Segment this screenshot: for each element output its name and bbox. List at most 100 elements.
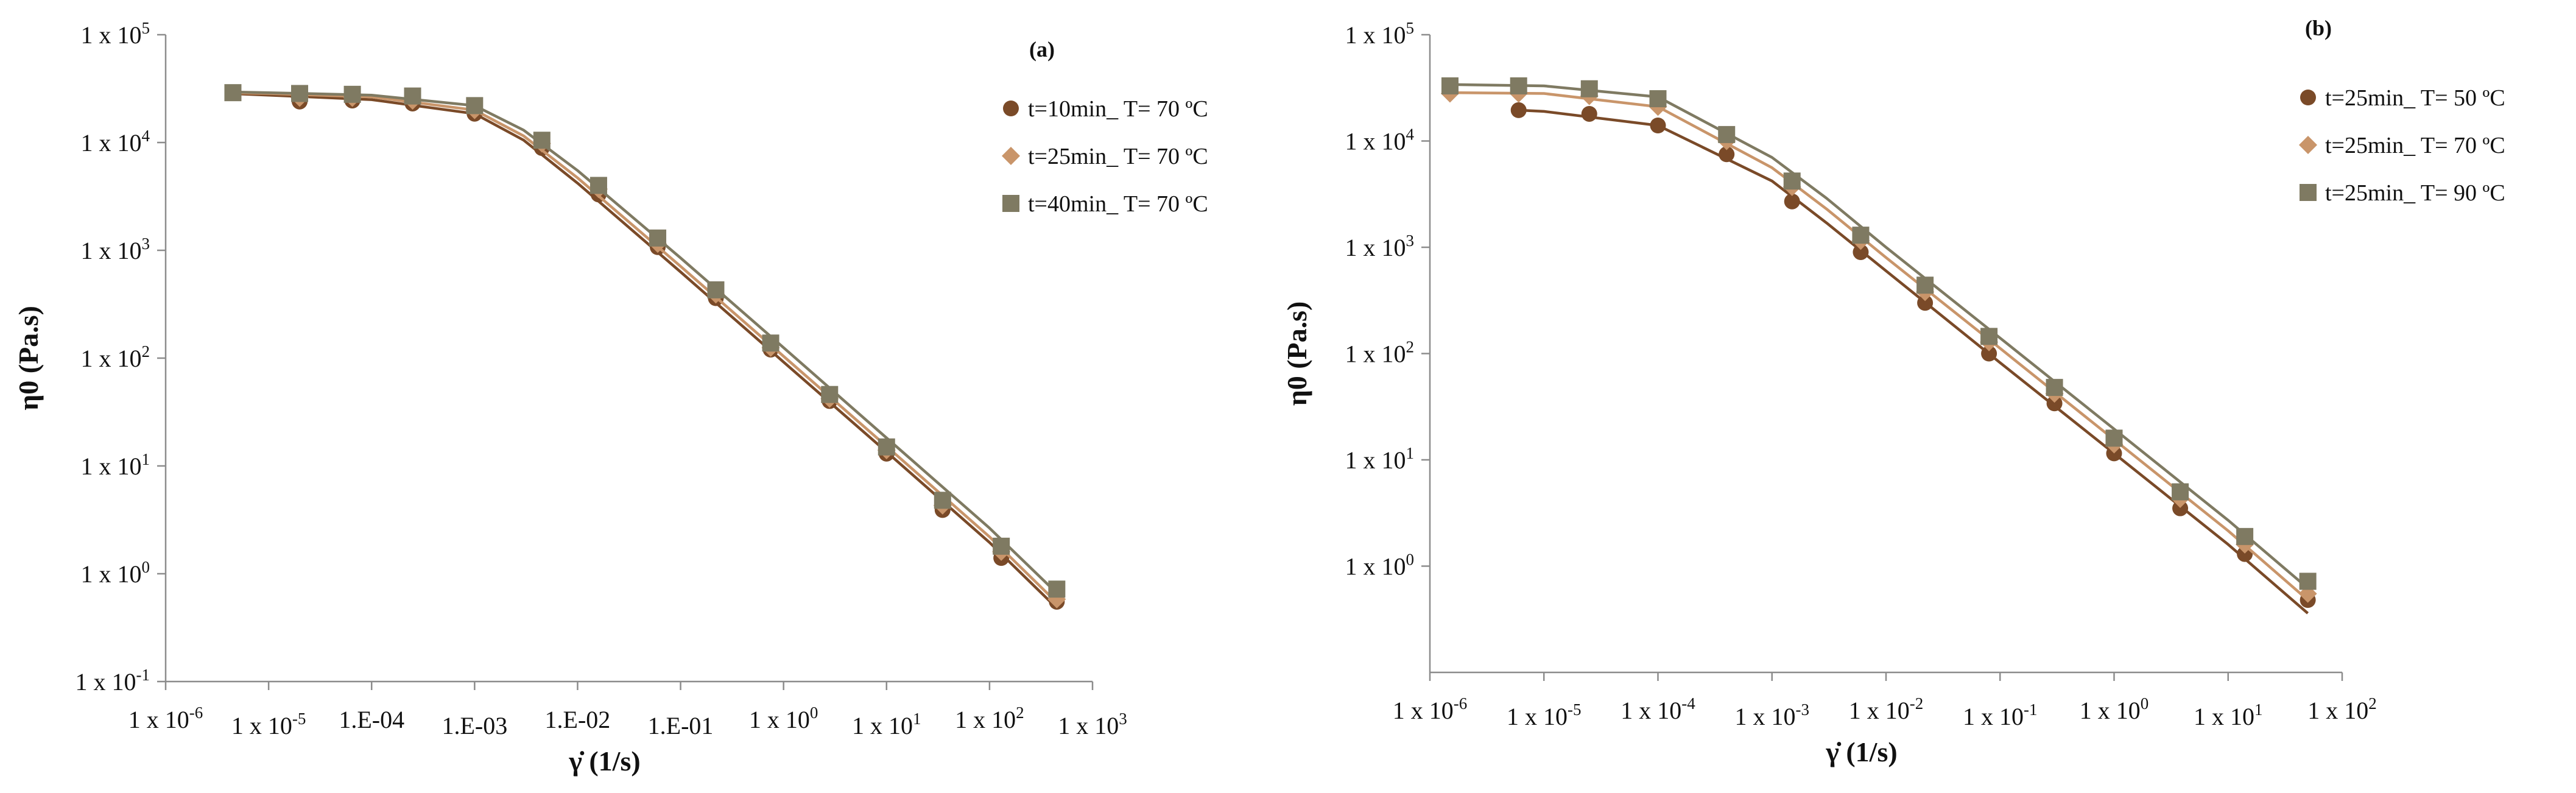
x-tick-label: 1 x 100 [2080, 694, 2149, 724]
x-tick-label: 1 x 101 [2194, 700, 2263, 730]
legend-label: t=25min_ T= 70 ºC [1028, 144, 1208, 169]
x-tick-label: 1 x 102 [955, 703, 1024, 733]
series-1 [227, 92, 1065, 610]
data-point [1441, 77, 1459, 95]
data-point [343, 85, 361, 103]
chart-panel-b: 1 x 10-6 1 x 10-5 1 x 10-4 1 x 10-3 1 x 10-2… [1281, 16, 2505, 767]
data-point [291, 85, 309, 102]
x-tick-label: 1 x 10-6 [1393, 694, 1468, 724]
data-point [466, 97, 484, 115]
x-tick-label: 1 x 10-1 [1963, 700, 2038, 730]
y-tick-label: 1 x 105 [1345, 19, 1415, 49]
y-tick-label: 1 x 101 [1345, 444, 1415, 474]
x-tick-label: 1.E-02 [545, 706, 611, 733]
data-point [1719, 146, 1735, 163]
legend: t=10min_ T= 70 ºC t=25min_ T= 70 ºC t=40mi… [1002, 96, 1208, 217]
series-1 [1510, 102, 2316, 615]
y-tick-label: 1 x 102 [81, 342, 150, 372]
data-point [1916, 277, 1934, 294]
data-point [1510, 102, 1527, 118]
data-point [649, 229, 667, 247]
x-tick-label: 1.E-01 [648, 712, 714, 739]
panel-label: (a) [1029, 37, 1055, 62]
data-point [1581, 105, 1597, 122]
data-point [1718, 125, 1736, 143]
fit-line [1449, 83, 2309, 590]
data-point [224, 84, 242, 102]
data-point [1784, 193, 1800, 210]
x-tick-label: 1 x 102 [2307, 694, 2377, 724]
y-tick-label: 1 x 103 [81, 234, 150, 264]
data-point [404, 87, 421, 105]
legend-label: t=10min_ T= 70 ºC [1028, 96, 1208, 122]
y-tick-label: 1 x 105 [81, 19, 150, 49]
fit-line [1518, 108, 2309, 615]
data-point [2046, 395, 2063, 412]
data-point [1649, 90, 1667, 108]
data-point [1852, 227, 1870, 244]
y-axis-title: η0 (Pa.s) [13, 306, 44, 411]
x-tick-label: 1.E-04 [339, 706, 404, 733]
x-tick-label: 1 x 10-2 [1849, 694, 1924, 724]
x-tick-label: 1 x 10-6 [128, 703, 203, 733]
data-point [2172, 500, 2189, 516]
data-point [1510, 77, 1527, 95]
legend-label: t=25min_ T= 50 ºC [2325, 85, 2505, 111]
data-point [1981, 345, 1997, 362]
data-point [533, 132, 551, 149]
data-point [1783, 172, 1801, 190]
legend-marker [1003, 100, 1019, 116]
legend-label: t=40min_ T= 70 ºC [1028, 191, 1208, 217]
y-tick-label: 1 x 10-1 [76, 666, 150, 696]
data-point [762, 334, 779, 352]
legend-marker [1002, 147, 1020, 165]
series-2 [1440, 84, 2317, 603]
x-tick-label: 1 x 100 [749, 703, 818, 733]
chart-panel-a: 1 x 10-6 1 x 10-5 1.E-04 1.E-03 1.E-02 1.E-01… [13, 19, 1208, 777]
panel-label: (b) [2305, 16, 2332, 40]
y-tick-label: 1 x 104 [81, 127, 150, 157]
x-tick-label: 1 x 10-5 [1507, 700, 1582, 730]
y-axis-title: η0 (Pa.s) [1281, 301, 1312, 406]
x-axis-title: γ̇ (1/s) [1825, 736, 1897, 767]
x-tick-label: 1 x 103 [1058, 710, 1127, 739]
legend: t=25min_ T= 50 ºC t=25min_ T= 70 ºC t=25mi… [2299, 85, 2505, 206]
legend-marker [2299, 136, 2317, 154]
data-point [2105, 429, 2123, 447]
data-point [589, 177, 607, 194]
data-point [1048, 580, 1066, 598]
series-3 [1441, 77, 2317, 590]
y-tick-label: 1 x 103 [1345, 231, 1415, 261]
legend-marker [1002, 195, 1019, 212]
data-point [2236, 527, 2254, 545]
x-axis-title: γ̇ (1/s) [568, 745, 640, 777]
y-tick-label: 1 x 104 [1345, 125, 1415, 155]
data-point [1980, 328, 1998, 345]
y-tick-label: 1 x 102 [1345, 338, 1415, 368]
data-point [878, 438, 895, 456]
x-tick-label: 1 x 10-3 [1735, 700, 1810, 730]
y-tick-label: 1 x 101 [81, 450, 150, 480]
x-tick-label: 1 x 10-5 [231, 710, 306, 739]
data-point [1853, 244, 1869, 260]
legend-marker [2300, 90, 2316, 105]
data-point [2172, 483, 2189, 501]
data-point [934, 492, 951, 509]
x-tick-label: 1 x 101 [852, 710, 921, 739]
data-point [821, 386, 839, 403]
data-point [1580, 80, 1598, 97]
series-3 [224, 84, 1066, 598]
data-point [1650, 118, 1666, 134]
legend-label: t=25min_ T= 90 ºC [2325, 180, 2505, 206]
fit-line [227, 92, 1058, 610]
y-tick-label: 1 x 100 [81, 558, 150, 588]
data-point [2046, 379, 2063, 397]
series-2 [227, 88, 1066, 608]
x-tick-label: 1.E-03 [442, 712, 507, 739]
data-point [1917, 295, 1934, 311]
data-point [993, 537, 1010, 555]
legend-label: t=25min_ T= 70 ºC [2325, 133, 2505, 158]
x-tick-label: 1 x 10-4 [1621, 694, 1695, 724]
fit-line [1449, 91, 2309, 601]
